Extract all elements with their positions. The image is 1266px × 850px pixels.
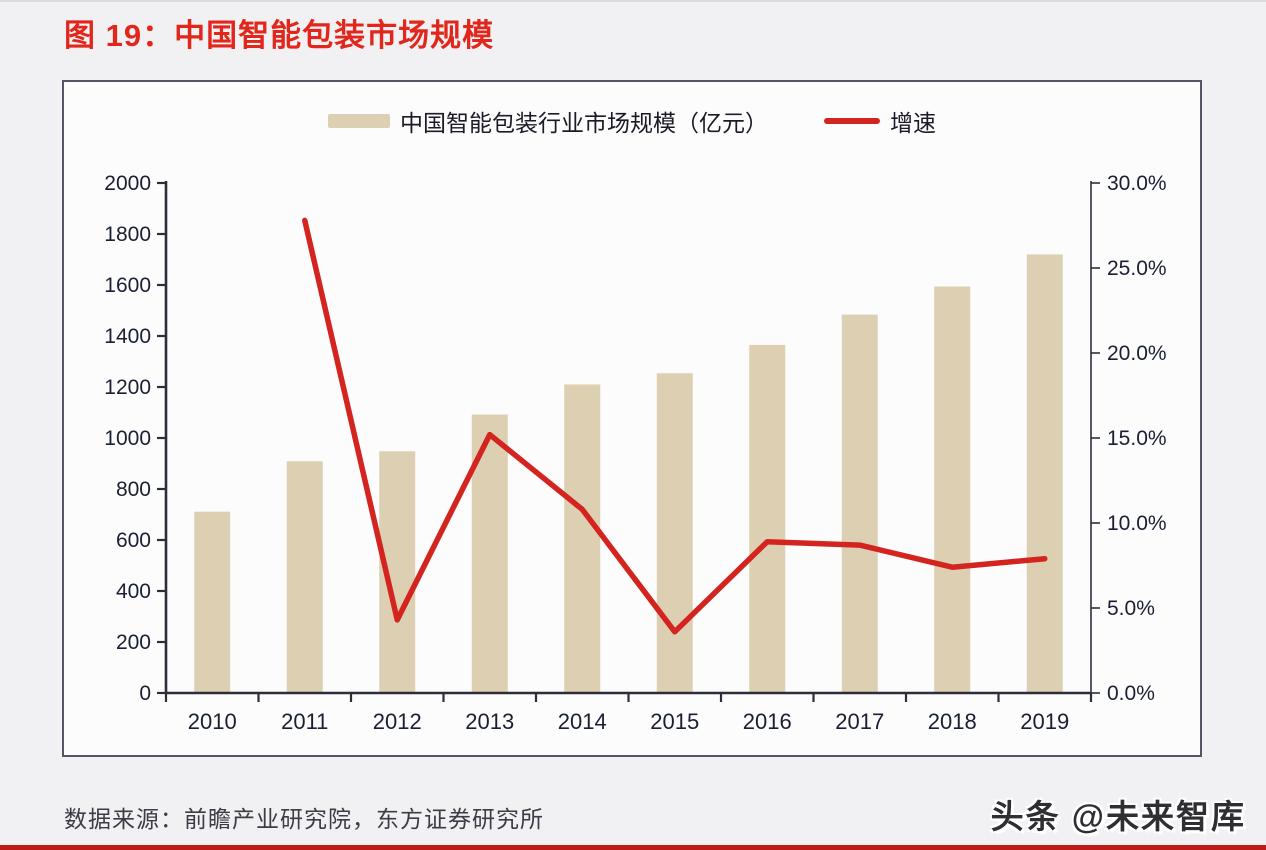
line-series-swatch (824, 118, 880, 124)
left-axis-tick-label: 1400 (104, 325, 151, 348)
bar-2015 (656, 373, 693, 693)
x-axis-category-label: 2016 (743, 709, 792, 734)
right-axis-tick-label: 5.0% (1107, 597, 1155, 620)
bar-2010 (194, 511, 231, 693)
x-axis-category-label: 2012 (373, 709, 422, 734)
right-axis-tick-label: 15.0% (1107, 427, 1167, 450)
left-axis-tick-label: 200 (116, 631, 151, 654)
combo-chart: 0 200 400 600 800 1000 1200 1400 1600 1800 2000 0.0… (104, 172, 1167, 734)
bar-2011 (286, 461, 323, 693)
legend-item-growth: 增速 (824, 104, 936, 138)
x-axis-category-label: 2015 (650, 709, 699, 734)
watermark-text: 头条 @未来智库 (990, 798, 1246, 835)
x-axis-category-label: 2011 (281, 709, 328, 734)
x-axis-category-label: 2018 (928, 709, 977, 734)
right-axis-tick-label: 30.0% (1107, 172, 1167, 195)
bar-2018 (934, 286, 971, 693)
x-axis-category-label: 2013 (465, 709, 514, 734)
bar-2016 (749, 344, 786, 693)
left-axis-tick-label: 800 (116, 478, 151, 501)
line-series-label: 增速 (890, 110, 936, 136)
left-axis-tick-label: 0 (139, 682, 151, 705)
left-axis-tick-label: 1200 (104, 376, 151, 399)
bar-series-label: 中国智能包装行业市场规模（亿元） (400, 110, 768, 136)
left-axis-tick-label: 1800 (104, 223, 151, 246)
x-axis-category-label: 2014 (558, 709, 607, 734)
left-axis-tick-label: 1000 (104, 427, 151, 450)
x-axis-category-label: 2010 (188, 709, 237, 734)
x-axis-category-label: 2017 (835, 709, 884, 734)
right-axis-tick-label: 20.0% (1107, 342, 1167, 365)
x-axis-category-label: 2019 (1020, 709, 1069, 734)
left-axis-tick-label: 2000 (104, 172, 151, 195)
right-axis-tick-label: 25.0% (1107, 257, 1167, 280)
bar-2017 (841, 314, 878, 693)
bottom-red-rule (0, 845, 1266, 850)
chart-frame: 0 200 400 600 800 1000 1200 1400 1600 1800 2000 0.0… (62, 80, 1202, 757)
figure-title: 图 19：中国智能包装市场规模 (64, 18, 495, 53)
left-axis-tick-label: 400 (116, 580, 151, 603)
growth-rate-line (302, 217, 1048, 635)
right-axis-tick-label: 10.0% (1107, 512, 1167, 535)
legend-item-market-size: 中国智能包装行业市场规模（亿元） (328, 104, 768, 138)
bar-2014 (564, 384, 601, 693)
bar-2019 (1026, 254, 1063, 693)
chart-legend: 中国智能包装行业市场规模（亿元） 增速 (64, 104, 1200, 138)
left-axis-tick-label: 600 (116, 529, 151, 552)
data-source-text: 数据来源：前瞻产业研究院，东方证券研究所 (64, 806, 544, 832)
bar-series-swatch (328, 114, 390, 128)
left-axis-tick-label: 1600 (104, 274, 151, 297)
right-axis-tick-label: 0.0% (1107, 682, 1155, 705)
